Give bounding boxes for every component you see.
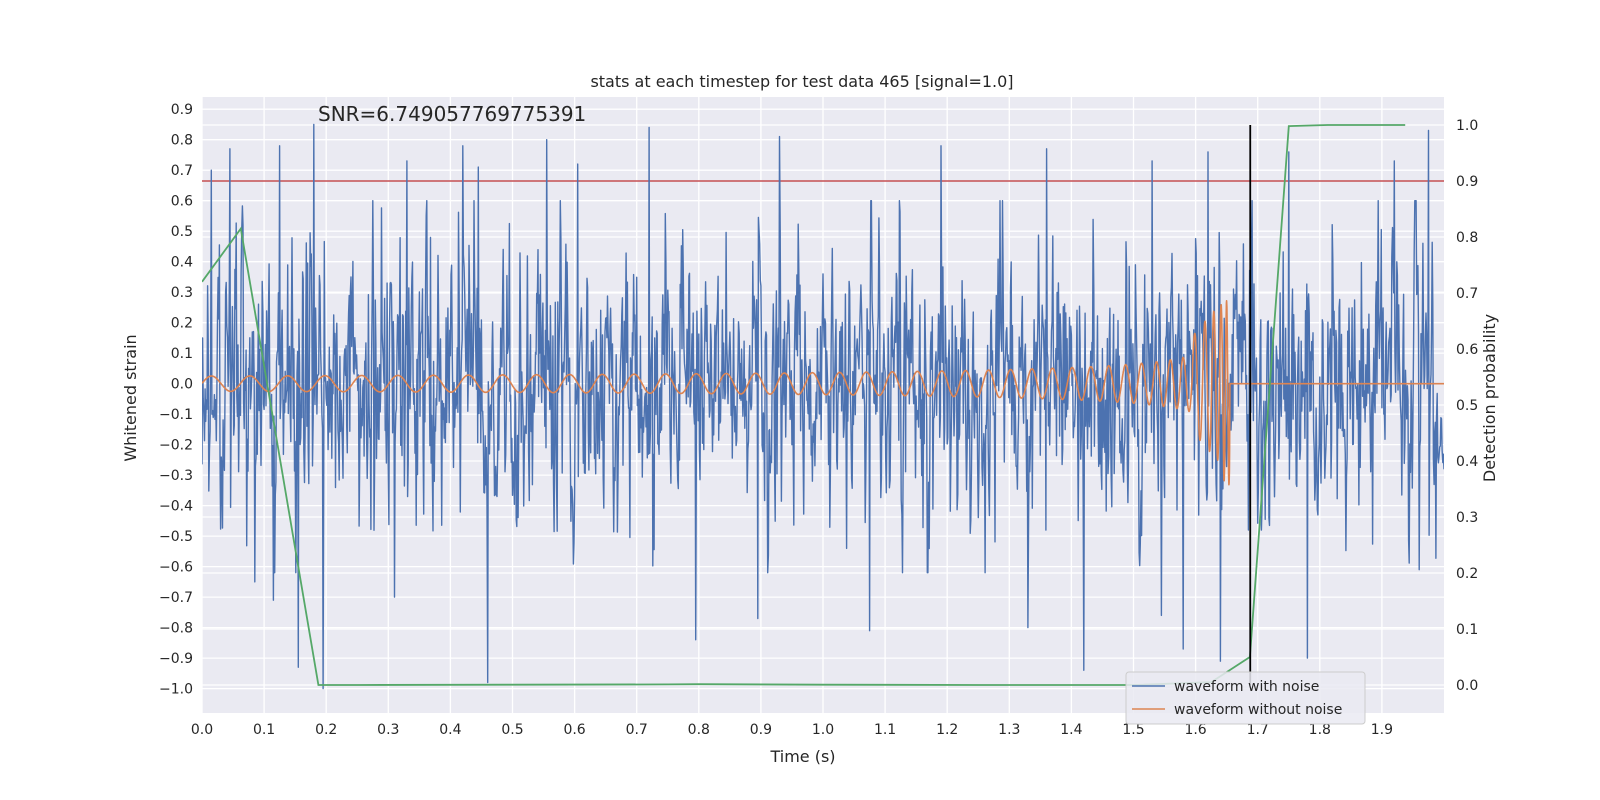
y-tick-label: 0.4 xyxy=(171,255,193,271)
legend-label-noise: waveform with noise xyxy=(1174,679,1319,695)
y-tick-label: −0.4 xyxy=(159,499,193,515)
snr-annotation: SNR=6.749057769775391 xyxy=(318,102,586,126)
y-tick-label: −0.2 xyxy=(159,438,193,454)
y-axis-left: 0.9 0.8 0.7 0.6 0.5 0.4 0.3 0.2 0.1 0.0 −0.1 −0.2 −0… xyxy=(159,102,193,697)
y-tick-label: −0.1 xyxy=(159,407,193,423)
x-tick-label: 0.9 xyxy=(750,722,772,738)
y2-tick-label: 1.0 xyxy=(1456,118,1478,134)
x-tick-label: 1.9 xyxy=(1371,722,1393,738)
y-tick-label: −0.7 xyxy=(159,590,193,606)
chart: 0.9 0.8 0.7 0.6 0.5 0.4 0.3 0.2 0.1 0.0 −0.1 −0.2 −0… xyxy=(0,0,1600,800)
y-tick-label: −0.5 xyxy=(159,529,193,545)
x-tick-label: 1.2 xyxy=(936,722,958,738)
y2-tick-label: 0.8 xyxy=(1456,230,1478,246)
y2-tick-label: 0.9 xyxy=(1456,174,1478,190)
y-tick-label: 0.8 xyxy=(171,133,193,149)
x-tick-label: 0.3 xyxy=(377,722,399,738)
y-axis-label: Whitened strain xyxy=(121,334,140,461)
y2-tick-label: 0.7 xyxy=(1456,286,1478,302)
x-tick-label: 0.1 xyxy=(253,722,275,738)
y-tick-label: 0.6 xyxy=(171,194,193,210)
legend-label-clean: waveform without noise xyxy=(1174,702,1342,718)
x-tick-label: 0.7 xyxy=(626,722,648,738)
y2-tick-label: 0.3 xyxy=(1456,510,1478,526)
y-tick-label: 0.0 xyxy=(171,377,193,393)
x-tick-label: 1.3 xyxy=(998,722,1020,738)
y2-axis-label: Detection probability xyxy=(1480,314,1499,482)
y-axis-right: 1.0 0.9 0.8 0.7 0.6 0.5 0.4 0.3 0.2 0.1 0.0 xyxy=(1456,118,1478,694)
y2-tick-label: 0.4 xyxy=(1456,454,1478,470)
y-tick-label: 0.2 xyxy=(171,316,193,332)
y-tick-label: 0.1 xyxy=(171,346,193,362)
x-tick-label: 1.4 xyxy=(1060,722,1082,738)
legend: waveform with noise waveform without noi… xyxy=(1126,672,1365,724)
y-tick-label: −0.8 xyxy=(159,621,193,637)
y2-tick-label: 0.0 xyxy=(1456,678,1478,694)
chart-title: stats at each timestep for test data 465… xyxy=(590,72,1013,91)
x-tick-label: 0.0 xyxy=(191,722,213,738)
y-tick-label: −0.3 xyxy=(159,468,193,484)
y2-tick-label: 0.2 xyxy=(1456,566,1478,582)
y2-tick-label: 0.5 xyxy=(1456,398,1478,414)
y-tick-label: 0.9 xyxy=(171,102,193,118)
x-tick-label: 0.4 xyxy=(439,722,461,738)
x-tick-label: 0.2 xyxy=(315,722,337,738)
y-tick-label: −0.9 xyxy=(159,651,193,667)
y-tick-label: 0.7 xyxy=(171,163,193,179)
y-tick-label: −1.0 xyxy=(159,682,193,698)
y-tick-label: 0.5 xyxy=(171,224,193,240)
y-tick-label: 0.3 xyxy=(171,285,193,301)
x-tick-label: 0.8 xyxy=(688,722,710,738)
y-tick-label: −0.6 xyxy=(159,560,193,576)
x-axis-label: Time (s) xyxy=(769,747,835,766)
x-tick-label: 1.0 xyxy=(812,722,834,738)
y2-tick-label: 0.1 xyxy=(1456,622,1478,638)
x-tick-label: 1.1 xyxy=(874,722,896,738)
y2-tick-label: 0.6 xyxy=(1456,342,1478,358)
x-tick-label: 0.6 xyxy=(563,722,585,738)
x-tick-label: 0.5 xyxy=(501,722,523,738)
